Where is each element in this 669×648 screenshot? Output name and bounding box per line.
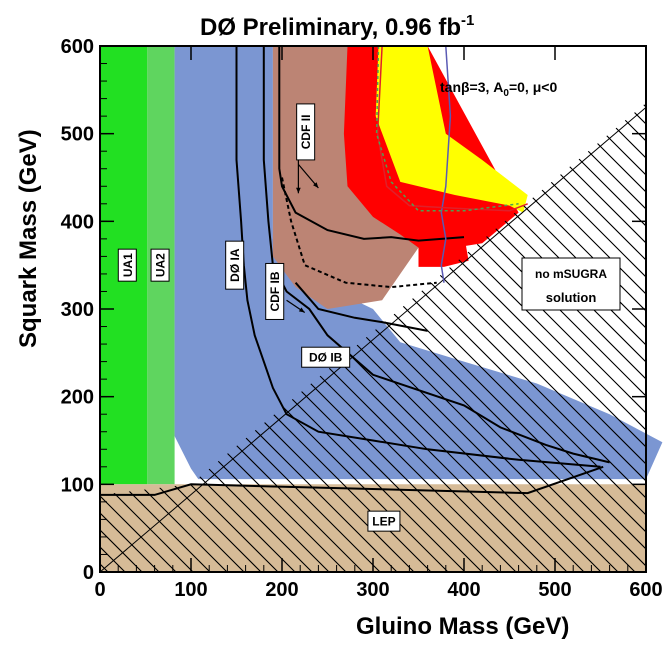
hatch-line xyxy=(100,103,415,572)
arrow-head xyxy=(298,307,305,313)
y-tick-label: 400 xyxy=(61,211,94,233)
no-solution-box: no mSUGRA solution xyxy=(521,257,621,311)
region-labels: UA1 UA2 DØ IA CDF IB CDF II DØ IB LEP xyxy=(117,103,401,532)
x-tick-label: 600 xyxy=(629,579,662,601)
x-tick-label: 100 xyxy=(174,579,207,601)
params-label: tanβ=3, A0=0, μ<0 xyxy=(440,79,557,99)
y-tick-label: 300 xyxy=(61,299,94,321)
y-tick-label: 100 xyxy=(61,474,94,496)
arrow-head xyxy=(296,187,301,194)
hatch-line xyxy=(100,103,381,572)
d0ib-label-text: DØ IB xyxy=(309,351,343,365)
d0ib-label: DØ IB xyxy=(301,346,351,368)
chart-title-superscript: -1 xyxy=(461,12,474,29)
cdfii-label: CDF II xyxy=(296,103,316,161)
hatch-line xyxy=(100,103,330,572)
yellow-region xyxy=(375,46,528,213)
params-rest: =0, μ<0 xyxy=(509,79,557,95)
x-tick-label: 500 xyxy=(538,579,571,601)
ua1-region xyxy=(100,46,148,572)
no-solution-label-line1: no mSUGRA xyxy=(535,267,607,281)
lep-label-text: LEP xyxy=(372,515,395,529)
x-tick-label: 300 xyxy=(356,579,389,601)
axes: 0 100 200 300 400 500 600 0 100 200 300 400 500 600 xyxy=(61,36,663,601)
ua2-label-text: UA2 xyxy=(154,253,168,277)
hatch-line xyxy=(100,103,313,572)
hatch-line xyxy=(100,103,262,572)
params-text: tanβ=3, A xyxy=(440,79,503,95)
hatch-line xyxy=(658,0,669,640)
d0-ia-curve xyxy=(235,46,601,468)
y-axis-ticks: 0 100 200 300 400 500 600 xyxy=(61,36,646,584)
cdf-ii-curve xyxy=(278,46,465,242)
lep-pointer xyxy=(100,465,604,496)
x-tick-label: 0 xyxy=(94,579,105,601)
arrow-head xyxy=(313,182,319,189)
y-tick-label: 0 xyxy=(83,562,94,584)
blue-contour xyxy=(440,45,452,283)
d0ia-label-text: DØ IA xyxy=(228,248,242,282)
hatch-line xyxy=(100,103,364,572)
hatch-line xyxy=(658,0,669,640)
d0ia-label: DØ IA xyxy=(225,240,245,290)
ua2-label: UA2 xyxy=(150,248,170,282)
x-axis-ticks: 0 100 200 300 400 500 600 xyxy=(94,46,663,601)
y-tick-label: 200 xyxy=(61,387,94,409)
hatch-line xyxy=(100,103,228,572)
ua1-label: UA1 xyxy=(117,248,137,282)
y-tick-label: 600 xyxy=(61,36,94,58)
x-tick-label: 200 xyxy=(265,579,298,601)
hatch-line xyxy=(100,103,211,572)
cdfib-label: CDF IB xyxy=(265,262,285,320)
x-axis-label: Gluino Mass (GeV) xyxy=(356,613,569,640)
cdfii-label-text: CDF II xyxy=(299,115,313,150)
no-solution-label-line2: solution xyxy=(546,290,597,305)
y-tick-label: 500 xyxy=(61,124,94,146)
cdfib-label-text: CDF IB xyxy=(268,271,282,311)
limit-curves xyxy=(100,45,610,496)
green-dashed xyxy=(375,45,519,212)
params-subscript: 0 xyxy=(503,88,509,99)
d0-ib-curve xyxy=(294,282,428,332)
hatch-line xyxy=(100,103,245,572)
cdf-ii-dashed xyxy=(281,177,437,289)
y-axis-label: Squark Mass (GeV) xyxy=(15,129,42,348)
red-contour xyxy=(376,45,528,212)
cdf-ib-curve xyxy=(262,46,610,464)
x-tick-label: 400 xyxy=(447,579,480,601)
chart-title: DØ Preliminary, 0.96 fb-1 xyxy=(200,12,474,41)
d0-ia-region xyxy=(174,46,663,480)
ua1-label-text: UA1 xyxy=(121,253,135,277)
hatch-line xyxy=(100,103,279,572)
lep-label: LEP xyxy=(367,510,401,532)
hatch-line xyxy=(100,103,398,572)
chart-title-main: DØ Preliminary, 0.96 fb xyxy=(200,14,461,41)
hatch-line xyxy=(100,103,347,572)
hatch-line xyxy=(100,103,296,572)
diagonal-line xyxy=(99,106,647,573)
